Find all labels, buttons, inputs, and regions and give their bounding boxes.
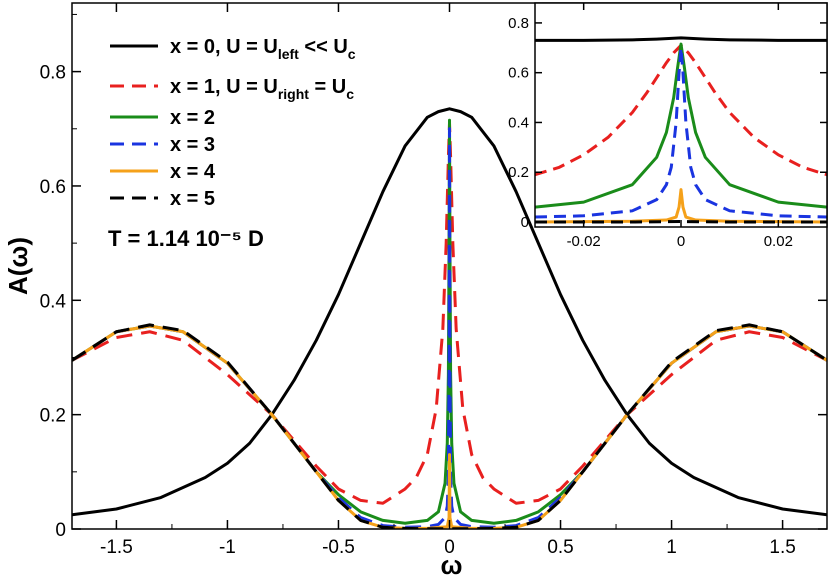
x-tick-label: -1 (219, 537, 236, 558)
inset-series-x-3 (535, 46, 827, 219)
legend-label: x = 2 (170, 107, 215, 129)
x-axis-label: ω (441, 550, 463, 577)
inset-x-tick-label: 0 (677, 233, 685, 250)
main-series-x-4 (72, 324, 827, 529)
legend-entry-x-2: x = 2 (110, 107, 215, 129)
inset-series-x-2 (535, 42, 827, 209)
y-tick-label: 0.6 (40, 177, 66, 198)
inset-y-tick-label: 0 (521, 214, 529, 231)
x-tick-label: 1.5 (769, 537, 795, 558)
y-tick-label: 0.4 (40, 291, 67, 312)
y-tick-label: 0.8 (40, 63, 66, 84)
main-series-x-5 (72, 323, 827, 529)
legend-label: x = 4 (170, 161, 216, 183)
legend-label: x = 0, U = Uleft << Uc (170, 36, 356, 62)
y-axis-label: A(ω) (3, 237, 33, 295)
legend-label: x = 5 (170, 188, 215, 210)
main-axes: -1.5 -1 -0.5 0 0.5 1 1.5 0 0.2 0.4 0.6 0.8 ω A(ω) (3, 2, 828, 577)
y-tick-label: 0.2 (40, 406, 66, 427)
inset-y-tick-label: 0.8 (508, 15, 529, 32)
inset-plot: -0.02 0 0.02 0 0.2 0.4 0.6 0.8 (508, 2, 828, 250)
y-tick-label: 0 (55, 520, 66, 541)
inset-series-group (535, 36, 827, 224)
inset-x-tick-label: -0.02 (567, 233, 601, 250)
inset-y-tick-label: 0.4 (508, 114, 529, 131)
legend-label: x = 3 (170, 134, 215, 156)
legend-entry-x-3: x = 3 (110, 134, 215, 156)
temperature-annotation: T = 1.14 10⁻⁵ D (108, 226, 264, 251)
legend-entry-x-1: x = 1, U = Uright = Uc (110, 76, 354, 102)
x-tick-label: -0.5 (322, 537, 355, 558)
legend-label: x = 1, U = Uright = Uc (170, 76, 354, 102)
legend: x = 0, U = Uleft << Uc x = 1, U = Uright … (110, 36, 356, 210)
legend-entry-x-4: x = 4 (110, 161, 216, 183)
x-tick-label: -1.5 (100, 537, 133, 558)
inset-y-tick-label: 0.2 (508, 164, 529, 181)
legend-entry-x-0: x = 0, U = Uleft << Uc (110, 36, 356, 62)
main-series-x-0 (72, 107, 827, 517)
x-tick-label: 0.5 (547, 537, 573, 558)
x-tick-label: 1 (666, 537, 677, 558)
x-tick-label: 0 (444, 537, 455, 558)
inset-series-x-5 (535, 220, 827, 224)
temperature-annotation-group: T = 1.14 10⁻⁵ D (108, 226, 264, 251)
inset-series-x-0 (535, 36, 827, 42)
inset-x-tick-label: 0.02 (764, 233, 793, 250)
legend-entry-x-5: x = 5 (110, 188, 215, 210)
inset-y-tick-label: 0.6 (508, 65, 529, 82)
main-series-group (72, 107, 827, 529)
main-series-x-3 (72, 127, 827, 529)
